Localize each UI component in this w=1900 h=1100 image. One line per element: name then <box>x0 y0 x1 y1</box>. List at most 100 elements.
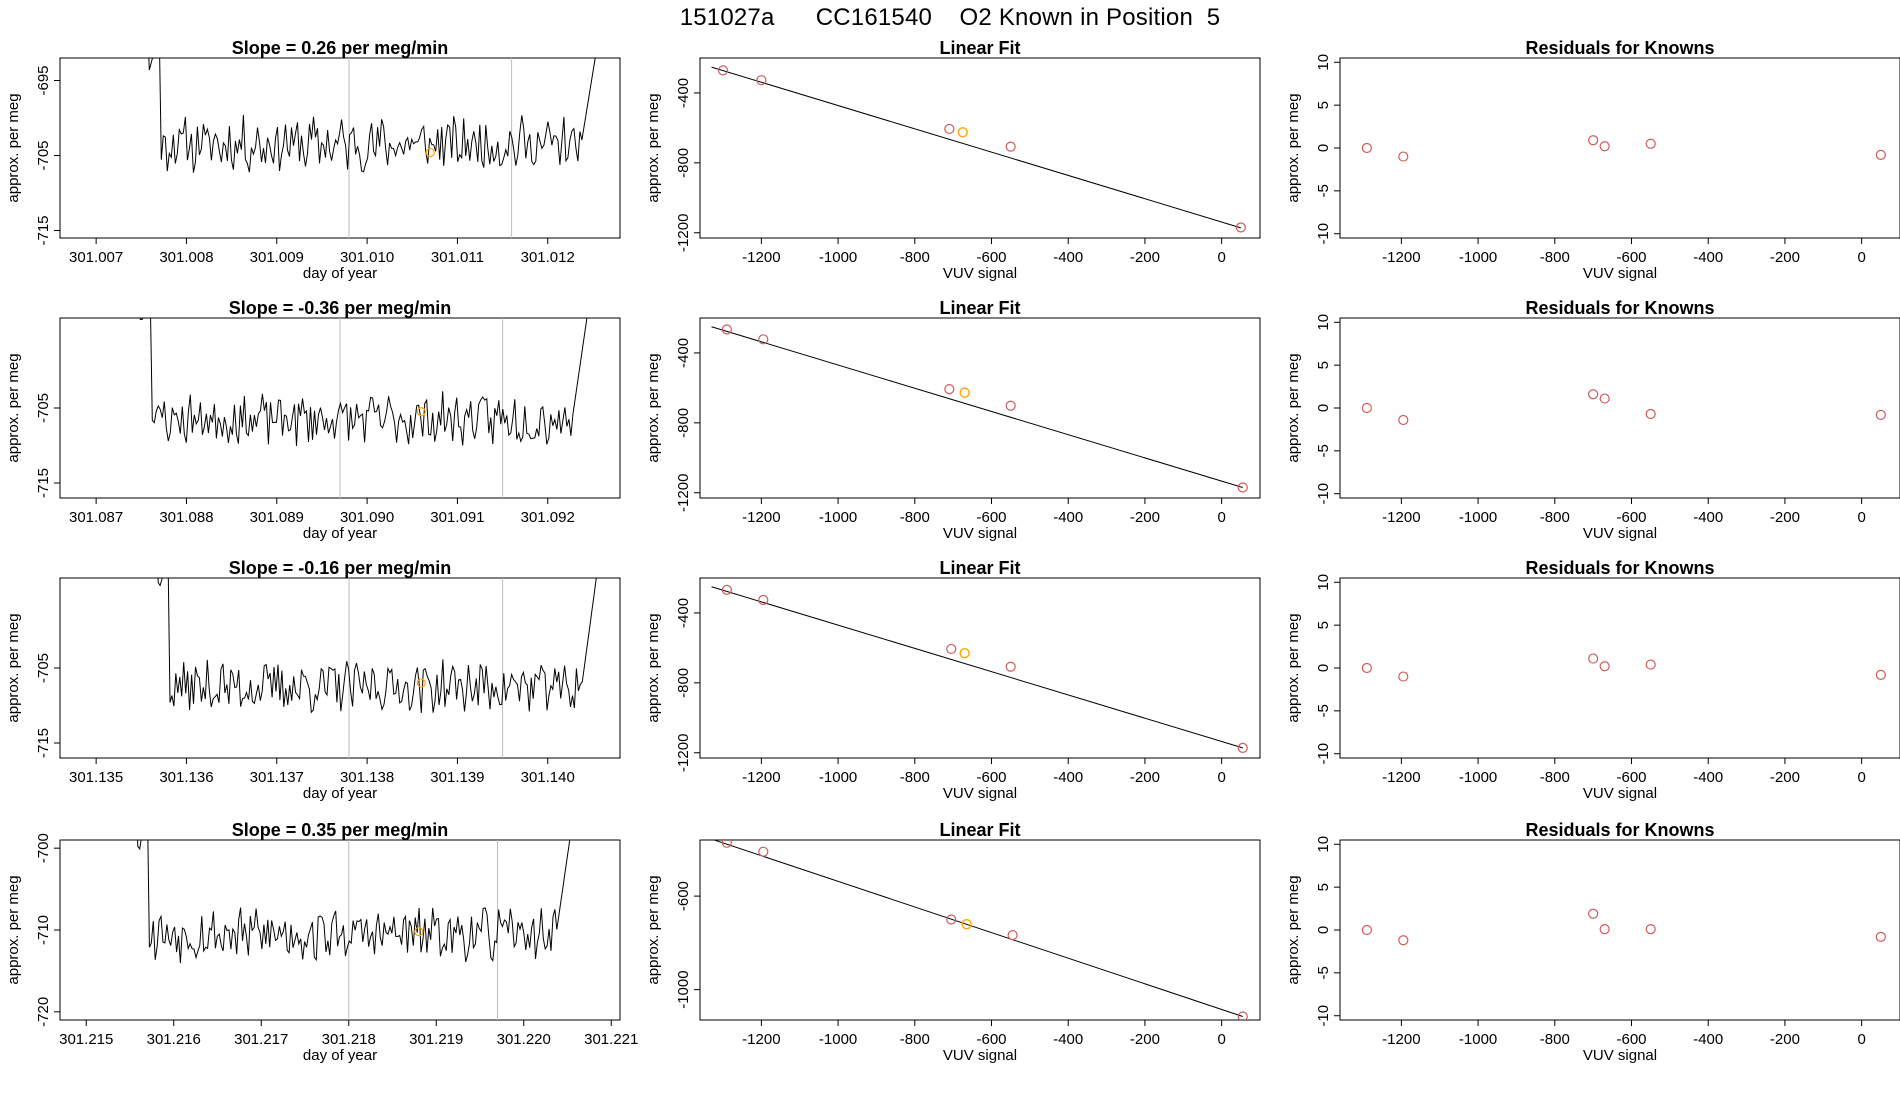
y-tick-label: 0 <box>1315 664 1332 672</box>
data-point <box>1361 402 1372 414</box>
x-tick-label: -600 <box>976 509 1006 526</box>
fit-line <box>711 586 1243 749</box>
y-tick-label: -695 <box>35 65 52 95</box>
panel-linear-fit-row-2: Linear Fit -1200 -1000 -800 -600 -400 -200 0 VUV… <box>645 298 1261 542</box>
x-tick-label: 301.218 <box>322 1031 376 1048</box>
x-tick-label: -600 <box>976 769 1006 786</box>
plot-frame <box>1339 57 1900 239</box>
x-tick-label: -1200 <box>1382 509 1420 526</box>
y-tick-label: -715 <box>35 215 52 245</box>
panel-linear-fit-row-1: Linear Fit -1200 -1000 -800 -600 -400 -200 0 VUV… <box>645 38 1261 282</box>
plot-area <box>1361 653 1886 682</box>
plot-frame <box>59 577 621 759</box>
y-axis-label: approx. per meg <box>5 353 22 462</box>
panel-timeseries-row-1: Slope = 0.26 per meg/min 301.007 301.008 30… <box>5 38 621 282</box>
y-tick-label: -700 <box>35 833 52 863</box>
x-axis-label: VUV signal <box>943 265 1017 282</box>
data-point <box>944 384 955 395</box>
plot-frame <box>59 57 621 239</box>
data-point <box>1398 935 1409 946</box>
highlight-point <box>957 127 968 138</box>
x-tick-label: -800 <box>1540 769 1570 786</box>
plot-area <box>711 65 1246 233</box>
data-point <box>1588 653 1599 664</box>
x-tick-label: 301.135 <box>69 769 123 786</box>
data-point <box>756 75 767 86</box>
y-tick-label: -800 <box>675 668 692 698</box>
x-tick-label: 301.216 <box>147 1031 201 1048</box>
y-tick-label: -705 <box>35 653 52 683</box>
data-point <box>1007 930 1018 941</box>
x-tick-label: -400 <box>1693 509 1723 526</box>
x-tick-label: -400 <box>1693 249 1723 266</box>
x-tick-label: 301.011 <box>431 249 484 266</box>
data-point <box>1875 931 1886 942</box>
x-tick-label: 301.007 <box>69 249 123 266</box>
data-point <box>1875 409 1886 420</box>
x-axis-label: VUV signal <box>1583 1047 1657 1064</box>
x-axis-label: VUV signal <box>1583 785 1657 802</box>
x-tick-label: -800 <box>1540 249 1570 266</box>
panel-title: Residuals for Knowns <box>1525 38 1714 58</box>
x-tick-label: 301.219 <box>409 1031 463 1048</box>
y-tick-label: -600 <box>675 881 692 911</box>
x-tick-label: -1200 <box>1382 769 1420 786</box>
y-tick-label: -10 <box>1315 223 1332 245</box>
panel-linear-fit-row-4: Linear Fit -1200 -1000 -800 -600 -400 -200 0 VUV… <box>645 820 1261 1064</box>
data-point <box>1599 393 1610 404</box>
x-tick-label: -200 <box>1770 769 1800 786</box>
data-point <box>1599 661 1610 672</box>
x-tick-label: -1000 <box>819 769 857 786</box>
y-tick-label: -705 <box>35 393 52 423</box>
x-tick-label: 301.136 <box>159 769 213 786</box>
plot-frame <box>699 577 1261 759</box>
data-point <box>758 334 769 345</box>
x-tick-label: -1000 <box>819 249 857 266</box>
x-tick-label: 0 <box>1217 1031 1225 1048</box>
x-axis-label: day of year <box>303 525 377 542</box>
y-tick-label: -1200 <box>675 214 692 252</box>
y-tick-label: -400 <box>675 598 692 628</box>
data-point <box>1235 222 1246 233</box>
x-tick-label: 301.139 <box>430 769 484 786</box>
y-tick-label: -800 <box>675 148 692 178</box>
x-tick-label: -800 <box>900 509 930 526</box>
data-point <box>1237 482 1248 493</box>
timeseries-trace <box>157 578 597 714</box>
data-point <box>758 594 769 606</box>
data-point <box>1398 671 1409 682</box>
panel-title: Residuals for Knowns <box>1525 558 1714 578</box>
x-tick-label: -1200 <box>1382 249 1420 266</box>
x-tick-label: 0 <box>1857 769 1865 786</box>
data-point <box>721 324 732 335</box>
panel-title: Linear Fit <box>939 558 1020 578</box>
y-tick-label: -1000 <box>675 970 692 1008</box>
x-tick-label: -400 <box>1693 769 1723 786</box>
data-point <box>721 840 732 848</box>
plot-frame <box>699 57 1261 239</box>
x-tick-label: 301.215 <box>59 1031 113 1048</box>
y-tick-label: 5 <box>1315 621 1332 629</box>
data-point <box>1005 661 1016 672</box>
x-tick-label: 0 <box>1217 249 1225 266</box>
data-point <box>1361 924 1372 936</box>
y-tick-label: 5 <box>1315 101 1332 109</box>
data-point <box>944 123 955 135</box>
panel-title: Slope = -0.16 per meg/min <box>229 558 452 578</box>
data-point <box>946 914 957 925</box>
highlight-point <box>959 647 970 659</box>
x-tick-label: 301.137 <box>250 769 304 786</box>
x-tick-label: -1000 <box>1459 769 1497 786</box>
y-tick-label: 0 <box>1315 144 1332 152</box>
panel-title: Residuals for Knowns <box>1525 820 1714 840</box>
x-tick-label: -600 <box>976 1031 1006 1048</box>
plot-frame <box>1339 317 1900 499</box>
figure-title: 151027a CC161540 O2 Known in Position 5 <box>679 4 1221 31</box>
y-tick-label: 0 <box>1315 926 1332 934</box>
data-point <box>1005 400 1016 411</box>
x-tick-label: 301.091 <box>430 509 484 526</box>
data-point <box>1398 151 1409 162</box>
x-tick-label: -1200 <box>742 249 780 266</box>
data-point <box>1645 924 1656 935</box>
data-point <box>1237 742 1248 753</box>
